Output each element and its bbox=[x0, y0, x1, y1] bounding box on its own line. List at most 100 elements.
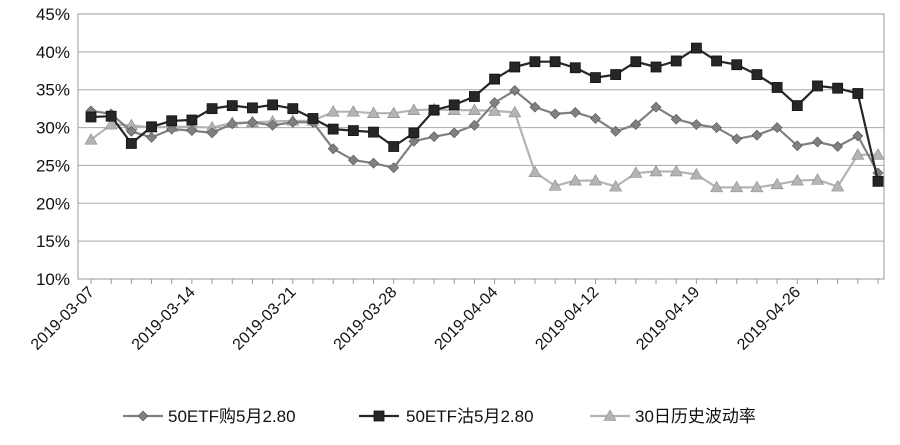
x-tick-label: 2019-03-28 bbox=[331, 284, 401, 354]
data-point bbox=[590, 113, 601, 124]
data-point bbox=[387, 106, 401, 118]
legend-marker bbox=[603, 409, 617, 421]
series-line bbox=[90, 89, 879, 174]
data-point bbox=[832, 141, 844, 152]
data-point bbox=[771, 82, 783, 93]
data-point bbox=[105, 110, 117, 122]
data-point bbox=[186, 114, 198, 126]
data-point bbox=[609, 180, 623, 192]
data-point bbox=[771, 122, 783, 133]
legend-marker bbox=[373, 410, 385, 422]
data-point bbox=[407, 103, 421, 115]
series-3 bbox=[84, 102, 885, 193]
data-point bbox=[649, 164, 663, 177]
x-tick-label: 2019-04-19 bbox=[633, 284, 703, 354]
data-point bbox=[226, 100, 238, 112]
data-point bbox=[125, 125, 137, 137]
data-point bbox=[509, 61, 521, 73]
data-point bbox=[751, 69, 763, 80]
x-tick-label: 2019-03-21 bbox=[230, 284, 300, 354]
data-point bbox=[368, 157, 379, 169]
data-point bbox=[166, 115, 178, 127]
data-point bbox=[346, 105, 360, 117]
data-point bbox=[146, 121, 157, 133]
data-point bbox=[851, 148, 865, 160]
data-point bbox=[287, 103, 299, 115]
series-1 bbox=[85, 85, 884, 179]
data-point bbox=[549, 56, 561, 68]
data-point bbox=[528, 165, 542, 178]
data-point bbox=[750, 180, 764, 193]
data-point bbox=[569, 107, 581, 118]
y-tick-label: 10% bbox=[36, 270, 70, 289]
data-point bbox=[408, 127, 420, 139]
data-point bbox=[731, 59, 743, 71]
data-point bbox=[489, 73, 500, 85]
series-layer bbox=[84, 42, 885, 193]
data-point bbox=[630, 119, 642, 130]
data-point bbox=[569, 62, 581, 74]
legend-entry: 50ETF购5月2.80 bbox=[123, 407, 296, 426]
data-point bbox=[831, 180, 845, 192]
data-point bbox=[489, 97, 501, 109]
data-point bbox=[852, 88, 864, 99]
data-point bbox=[690, 42, 702, 54]
data-point bbox=[488, 104, 502, 116]
data-point bbox=[670, 55, 682, 67]
data-point bbox=[307, 113, 319, 124]
data-point bbox=[368, 126, 379, 138]
x-tick-label: 2019-03-07 bbox=[28, 284, 98, 354]
data-point bbox=[125, 138, 137, 149]
legend-label: 50ETF沽5月2.80 bbox=[406, 407, 534, 426]
y-tick-label: 15% bbox=[36, 232, 70, 251]
data-point bbox=[670, 113, 682, 125]
x-tick-label: 2019-04-04 bbox=[432, 284, 502, 354]
data-point bbox=[690, 119, 702, 130]
data-point bbox=[630, 56, 642, 68]
data-point bbox=[326, 105, 340, 117]
plot-area bbox=[77, 13, 885, 280]
data-point bbox=[448, 99, 460, 111]
data-point bbox=[366, 106, 381, 118]
data-point bbox=[469, 91, 480, 102]
data-point bbox=[751, 129, 763, 141]
data-point bbox=[791, 140, 803, 152]
data-point bbox=[669, 164, 683, 177]
y-tick-label: 40% bbox=[36, 43, 70, 62]
y-axis: 10% 15% 20% 25% 30% 35% 40% 45% bbox=[36, 5, 70, 289]
data-point bbox=[327, 123, 339, 135]
data-point bbox=[770, 177, 784, 190]
x-axis: 2019-03-07 2019-03-14 2019-03-21 2019-03-28… bbox=[28, 279, 879, 354]
y-tick-label: 20% bbox=[36, 194, 70, 213]
data-point bbox=[146, 131, 157, 143]
data-point bbox=[730, 180, 744, 193]
data-point bbox=[529, 101, 541, 113]
data-point bbox=[226, 118, 238, 130]
y-tick-label: 45% bbox=[36, 5, 70, 24]
data-point bbox=[568, 173, 582, 186]
grid-lines bbox=[78, 51, 884, 242]
legend-entry: 30日历史波动率 bbox=[590, 407, 756, 426]
y-tick-label: 25% bbox=[36, 156, 70, 175]
y-tick-label: 35% bbox=[36, 81, 70, 100]
x-tick-label: 2019-03-14 bbox=[129, 284, 199, 354]
data-point bbox=[388, 162, 400, 174]
data-point bbox=[689, 167, 703, 180]
data-point bbox=[790, 173, 804, 186]
data-point bbox=[650, 61, 662, 73]
legend-entry: 50ETF沽5月2.80 bbox=[359, 407, 534, 426]
series-line bbox=[90, 108, 878, 189]
data-point bbox=[448, 127, 460, 139]
data-point bbox=[509, 85, 521, 96]
data-point bbox=[247, 116, 258, 128]
data-point bbox=[267, 119, 279, 131]
data-point bbox=[731, 133, 743, 145]
data-point bbox=[85, 111, 97, 123]
data-point bbox=[467, 103, 481, 115]
data-point bbox=[610, 69, 622, 80]
series-2 bbox=[85, 42, 884, 187]
data-point bbox=[590, 72, 601, 83]
data-point bbox=[428, 104, 440, 116]
legend-marker bbox=[137, 410, 149, 422]
